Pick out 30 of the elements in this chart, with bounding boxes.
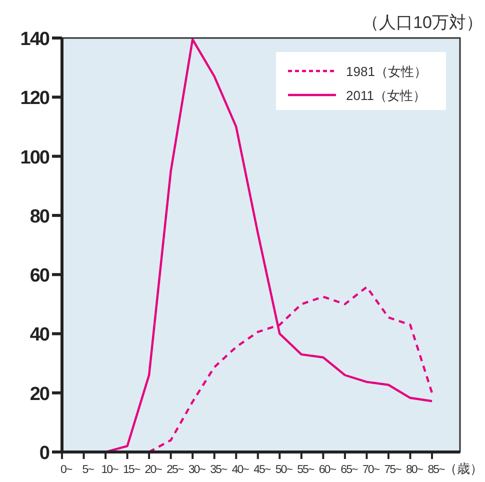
x-tick-label: 45~ xyxy=(254,464,272,476)
y-tick-label: 20 xyxy=(30,384,50,405)
legend-label: 2011（女性） xyxy=(346,88,426,103)
x-axis-title: （歳） xyxy=(444,461,483,476)
x-tick-label: 65~ xyxy=(340,464,358,476)
y-tick-label: 0 xyxy=(39,443,50,464)
x-tick-label: 85~ xyxy=(428,464,446,476)
x-tick-label: 55~ xyxy=(297,464,315,476)
legend-label: 1981（女性） xyxy=(346,64,427,79)
x-tick-label: 0~ xyxy=(60,464,73,476)
x-tick-label: 20~ xyxy=(144,464,163,476)
x-tick-label: 80~ xyxy=(406,464,424,476)
y-tick-label: 100 xyxy=(20,147,50,168)
x-tick-label: 70~ xyxy=(362,464,380,476)
y-tick-label: 60 xyxy=(30,266,50,287)
x-tick-label: 30~ xyxy=(188,464,206,476)
y-tick-label: 120 xyxy=(20,88,50,110)
y-tick-label: 40 xyxy=(30,324,50,346)
x-tick-label: 75~ xyxy=(384,464,402,476)
x-tick-label: 5~ xyxy=(82,464,95,476)
x-tick-label: 25~ xyxy=(166,464,184,476)
x-tick-label: 40~ xyxy=(232,464,250,476)
x-tick-label: 10~ xyxy=(101,464,120,476)
x-tick-label: 60~ xyxy=(318,464,337,476)
x-tick-label: 35~ xyxy=(210,464,228,476)
x-tick-label: 50~ xyxy=(275,464,294,476)
y-tick-label: 80 xyxy=(30,206,50,228)
y-tick-label: 140 xyxy=(20,29,50,50)
x-tick-label: 15~ xyxy=(123,464,141,476)
y-axis-title: （人口10万対） xyxy=(362,13,483,32)
